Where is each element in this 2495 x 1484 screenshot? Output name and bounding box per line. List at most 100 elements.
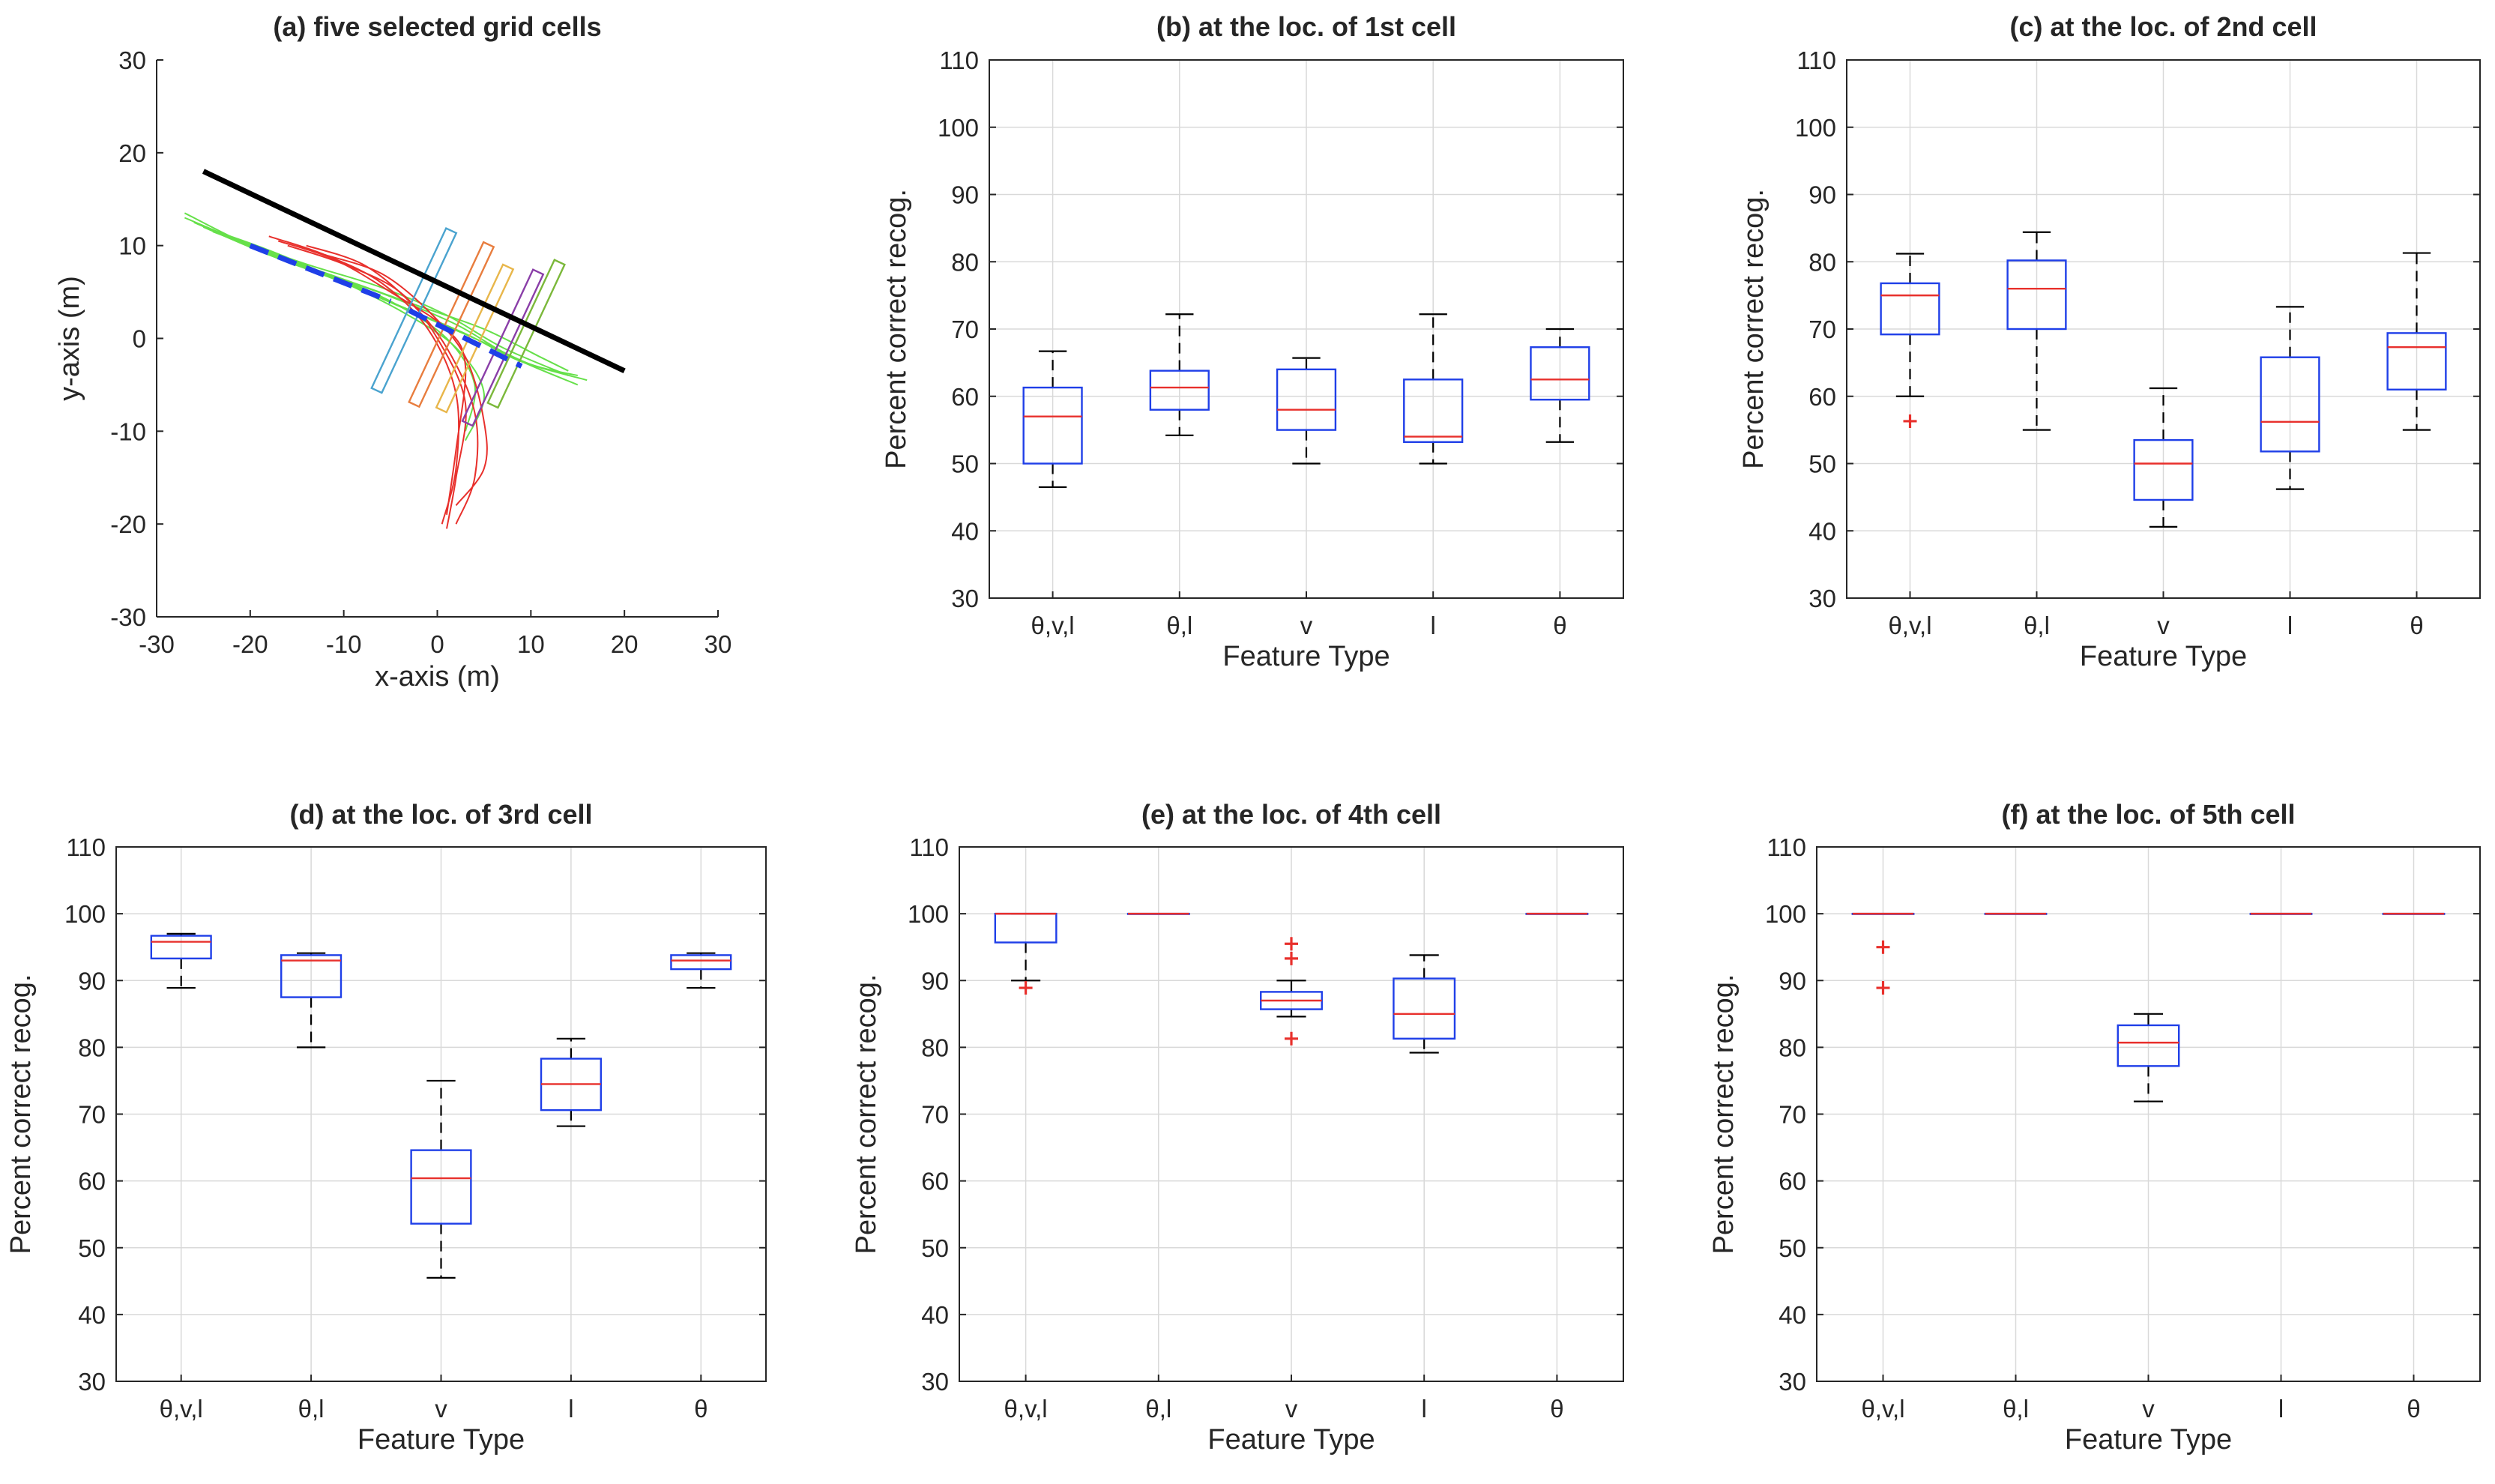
y-axis-label: y-axis (m) [54,276,85,401]
box-1 [1022,350,1083,489]
y-tick-label: 70 [921,1101,949,1129]
x-tick-label: -10 [326,630,362,658]
box-1 [1880,253,1940,428]
box-2 [1149,313,1210,436]
y-tick-label: 90 [1808,181,1836,209]
x-tick-label: θ [1553,612,1566,639]
x-tick-label: θ [2407,1395,2420,1423]
x-axis-label: x-axis (m) [375,661,500,693]
box-5 [1530,328,1590,443]
x-tick-label: v [2142,1395,2155,1423]
box-body [670,954,732,971]
grid-cell-4 [461,268,545,427]
y-tick-label: 30 [921,1368,949,1396]
chart-title: (a) five selected grid cells [273,11,601,42]
box-body [410,1149,472,1225]
y-tick-label: 40 [921,1301,949,1329]
y-tick-label: 110 [1767,833,1806,861]
x-axis-label: Feature Type [357,1424,525,1456]
grid-cell-3 [435,263,515,414]
outlier-marker [1876,981,1890,995]
x-tick-label: v [1285,1395,1298,1423]
y-tick-label: 30 [1808,585,1836,612]
x-tick-label: 20 [611,630,639,658]
y-tick-label: 50 [951,450,979,478]
x-tick-label: θ [2410,612,2423,639]
x-axis-label: Feature Type [2080,641,2247,672]
box-body [2006,259,2067,331]
box-body [1276,368,1337,431]
box-body [1880,282,1940,336]
box-3 [1260,937,1323,1046]
y-tick-label: 60 [1779,1168,1806,1195]
y-tick-label: 70 [1808,316,1836,343]
box-body [1149,370,1210,411]
box-body [1530,346,1590,401]
box-body [2133,438,2194,501]
box-4 [1393,954,1456,1054]
box-body [1393,977,1456,1040]
box-5 [2386,252,2447,431]
box-3 [2133,387,2194,528]
y-tick-label: 0 [133,325,146,353]
green-track [203,226,579,376]
y-tick-label: 20 [118,139,146,167]
grid-cell-5 [486,259,566,409]
y-axis-label: Percent correct recog. [5,974,37,1255]
x-tick-label: θ,l [2024,612,2050,639]
x-tick-label: θ [694,1395,708,1423]
y-axis-label: Percent correct recog. [851,974,882,1255]
x-tick-label: 0 [430,630,444,658]
y-tick-label: 80 [1779,1034,1806,1061]
chart-title: (e) at the loc. of 4th cell [1141,799,1441,830]
y-tick-label: 80 [78,1034,106,1061]
box-body [1403,378,1464,443]
y-tick-label: 90 [78,967,106,995]
x-tick-label: l [568,1395,573,1423]
outlier-marker [1019,981,1033,995]
outlier-marker [1903,414,1917,428]
box-1 [150,932,212,989]
y-tick-label: 60 [78,1168,106,1195]
panel-d-boxplot: 30 40 50 60 70 80 90 100 110 θ,v,l θ,l v l θ (d) at th… [5,799,767,1456]
y-tick-label: 40 [1779,1301,1806,1329]
y-tick-label: 80 [1808,248,1836,276]
y-tick-label: 70 [1779,1101,1806,1129]
outlier-marker [1285,1031,1298,1046]
box-1 [1851,912,1915,995]
y-tick-label: 70 [951,316,979,343]
y-axis-label: Percent correct recog. [881,189,912,469]
box-body [150,935,212,960]
y-tick-label: 10 [118,232,146,260]
y-tick-label: 50 [1779,1234,1806,1262]
panel-b-boxplot: 30 40 50 60 70 80 90 100 110 θ,v,l θ,l v l θ (b) at th… [881,11,1624,672]
outlier-marker [1876,940,1890,954]
x-axis-label: Feature Type [1222,641,1390,672]
y-tick-label: 80 [951,248,979,276]
x-tick-label: θ [1550,1395,1563,1423]
y-tick-label: -10 [110,417,146,445]
chart-title: (d) at the loc. of 3rd cell [289,799,592,830]
y-tick-label: 110 [1796,46,1836,74]
panel-a-trajectory-plot: -30 -20 -10 0 10 20 30 -30 -20 -10 0 10 20 30 (a) five… [54,11,731,693]
outlier-marker [1285,951,1298,965]
box-body [2260,356,2320,453]
dashed-line [249,243,392,304]
x-tick-label: θ,l [298,1395,325,1423]
x-tick-label: l [2287,612,2293,639]
x-tick-label: l [1431,612,1436,639]
x-tick-label: v [2157,612,2170,639]
x-tick-label: θ,v,l [1861,1395,1904,1423]
x-tick-label: θ,v,l [1004,1395,1048,1423]
outlier-marker [1285,937,1298,951]
y-tick-label: -20 [110,510,146,538]
y-tick-label: -30 [110,603,146,631]
y-tick-label: 100 [938,114,979,142]
y-tick-label: 110 [939,46,979,74]
x-tick-label: -30 [139,630,175,658]
y-tick-label: 40 [951,517,979,545]
y-tick-label: 100 [1765,900,1806,928]
y-tick-label: 90 [1779,967,1806,995]
x-tick-label: 10 [517,630,545,658]
